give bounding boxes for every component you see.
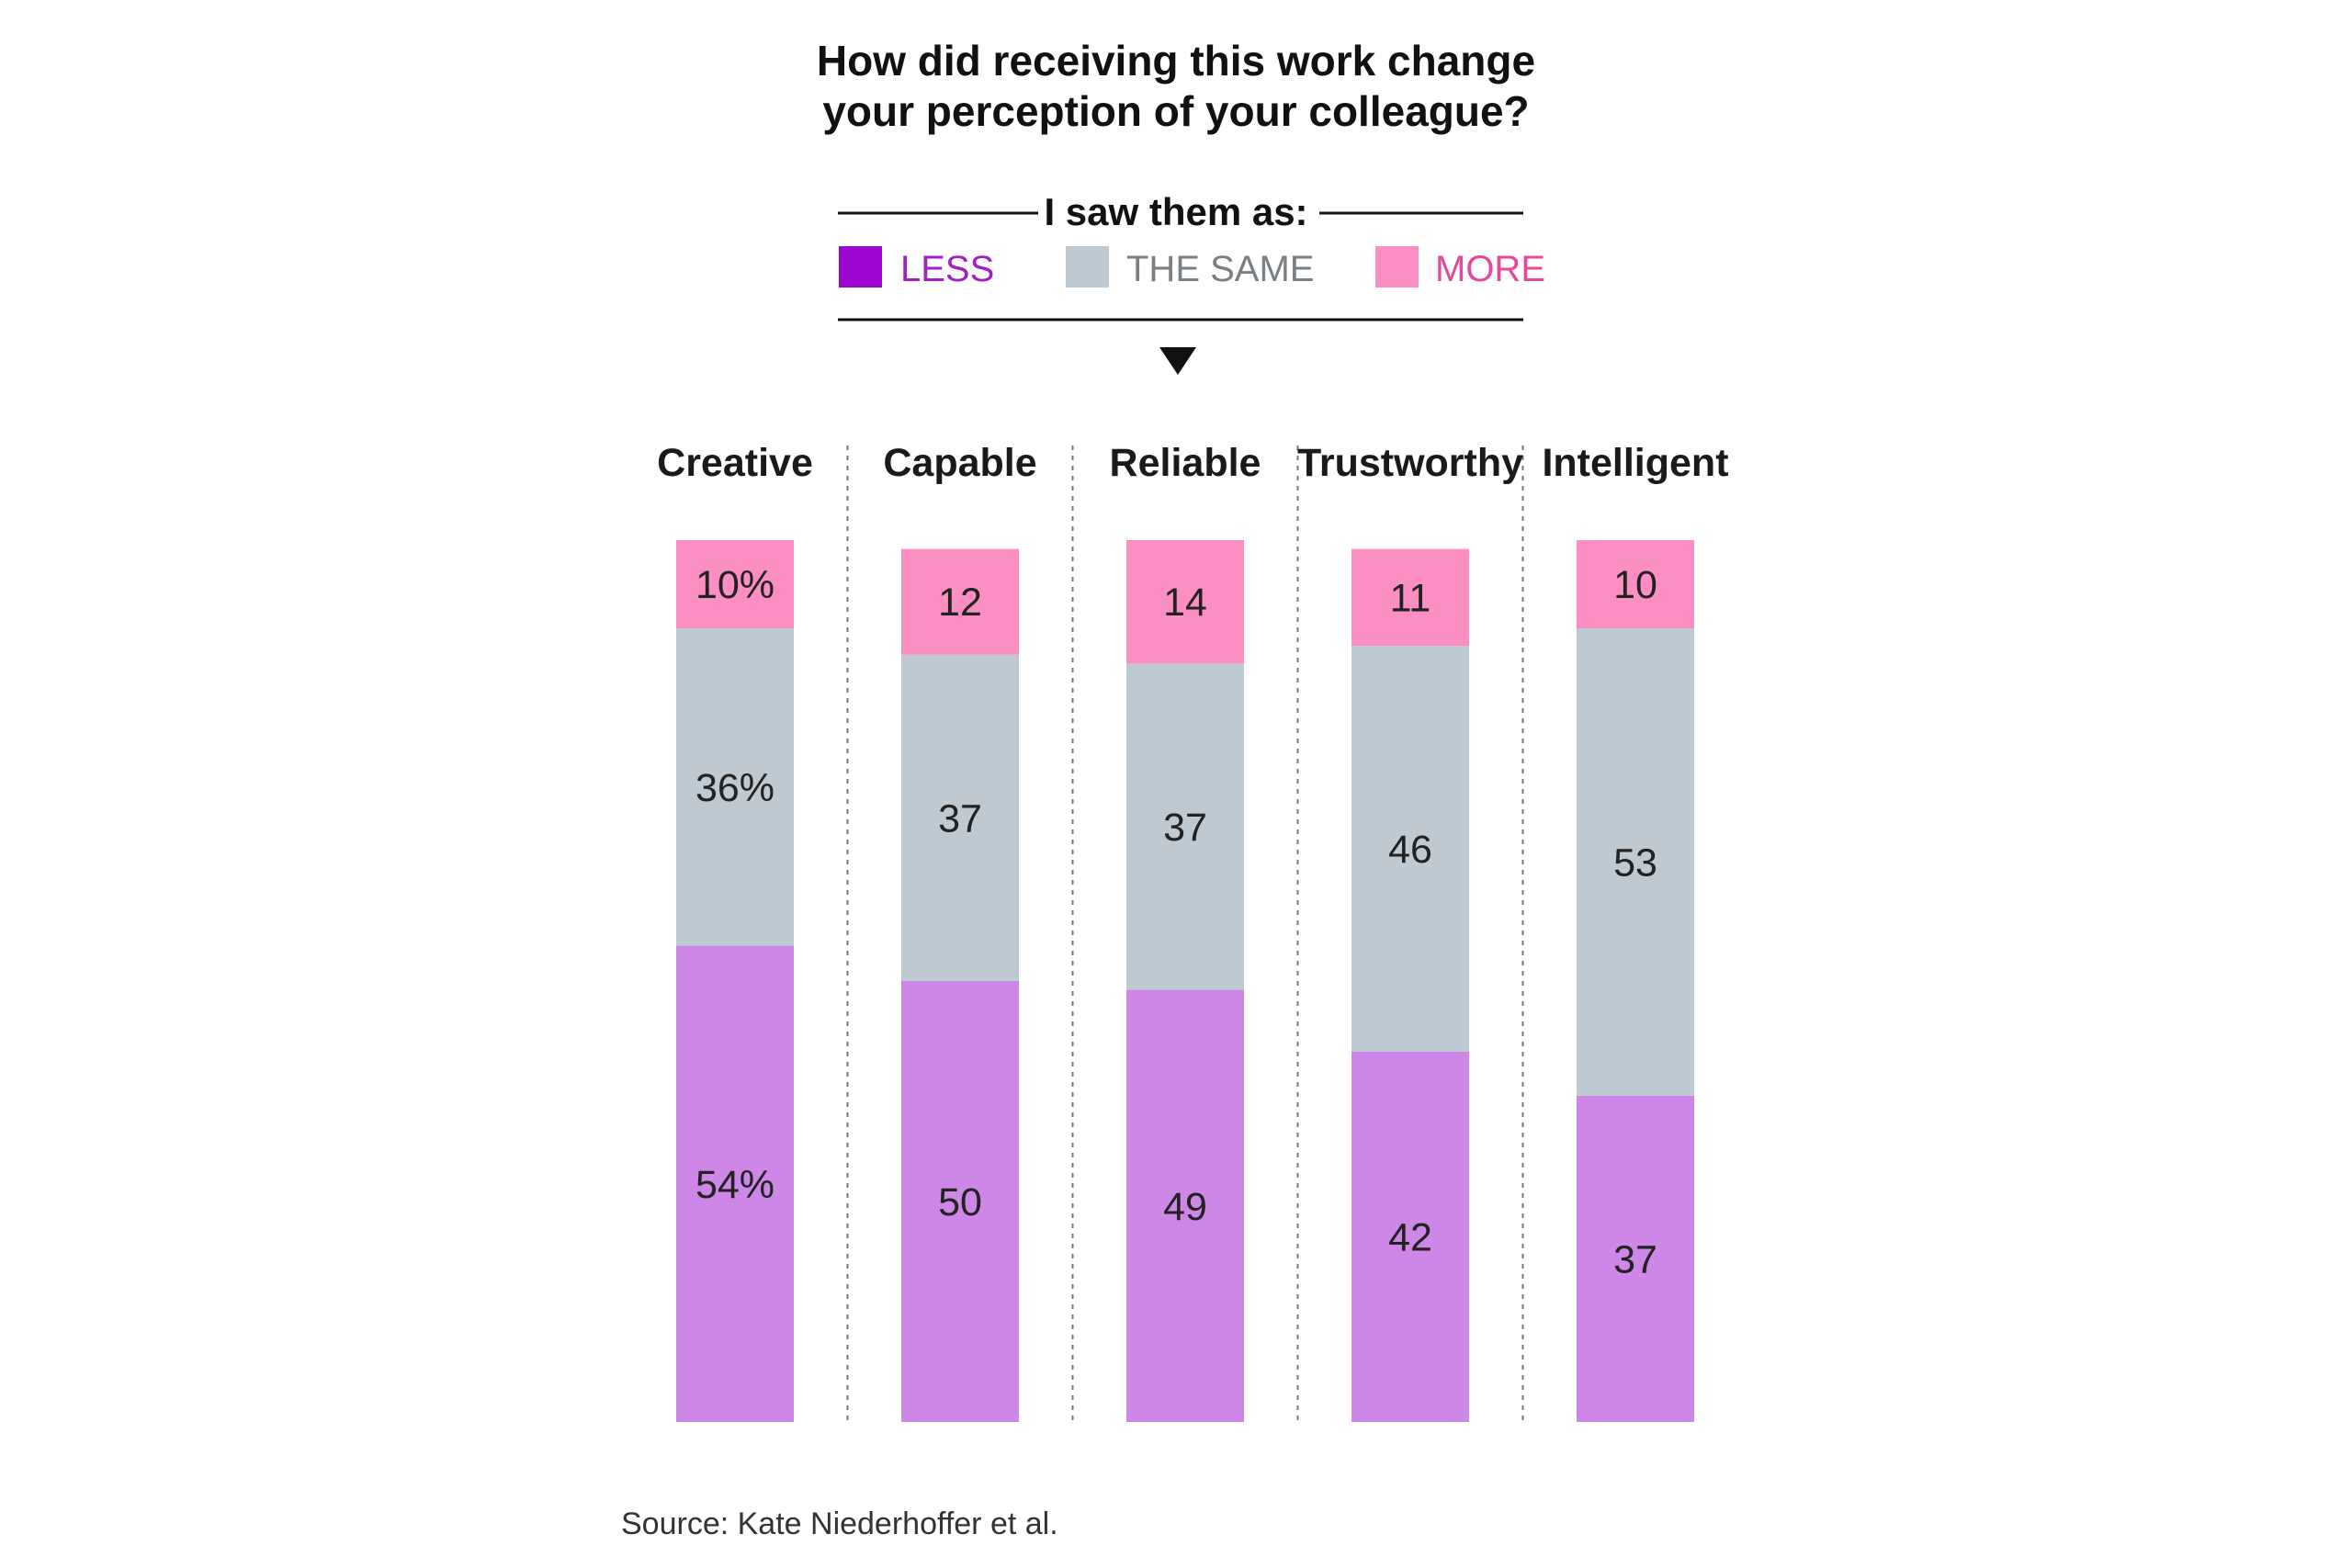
down-arrow-icon bbox=[1159, 347, 1196, 375]
legend-swatch-the-same bbox=[1066, 246, 1109, 288]
data-label-capable-the-same: 37 bbox=[938, 796, 982, 840]
data-label-trustworthy-more: 11 bbox=[1390, 576, 1431, 620]
data-label-intelligent-more: 10 bbox=[1613, 563, 1657, 607]
category-label-trustworthy: Trustworthy bbox=[1297, 441, 1523, 485]
data-label-reliable-the-same: 37 bbox=[1163, 806, 1207, 850]
bar-segment-intelligent-more bbox=[1577, 540, 1694, 628]
bar-segment-capable-the-same bbox=[901, 654, 1019, 981]
chart-title: How did receiving this work change your … bbox=[817, 37, 1535, 135]
bar-segment-reliable-less bbox=[1126, 989, 1244, 1422]
category-labels: Creative Capable Reliable Trustworthy Intell… bbox=[657, 441, 1728, 485]
column-dividers bbox=[846, 446, 1524, 1422]
bar-segment-intelligent-the-same bbox=[1577, 628, 1694, 1096]
data-label-capable-less: 50 bbox=[938, 1180, 982, 1224]
legend-title: I saw them as: bbox=[1044, 190, 1307, 233]
bar-segment-creative-more bbox=[676, 540, 794, 628]
category-label-intelligent: Intelligent bbox=[1542, 441, 1728, 485]
data-label-trustworthy-less: 42 bbox=[1388, 1215, 1432, 1259]
data-label-reliable-less: 49 bbox=[1163, 1185, 1207, 1229]
bar-value-labels: 54% 36% 10% 50 37 12 49 37 14 42 46 11 37 53 10 bbox=[695, 563, 1657, 1281]
legend-label-the-same: THE SAME bbox=[1126, 249, 1314, 289]
category-label-reliable: Reliable bbox=[1110, 441, 1261, 485]
data-label-creative-the-same: 36% bbox=[695, 766, 775, 810]
bar-segment-capable-more bbox=[901, 548, 1019, 655]
data-label-intelligent-the-same: 53 bbox=[1613, 840, 1657, 885]
bar-segment-trustworthy-less bbox=[1351, 1051, 1469, 1422]
bar-segment-trustworthy-the-same bbox=[1351, 646, 1469, 1052]
data-label-reliable-more: 14 bbox=[1163, 581, 1207, 625]
bar-segment-reliable-more bbox=[1126, 540, 1244, 664]
data-label-capable-more: 12 bbox=[938, 581, 982, 625]
data-label-creative-less: 54% bbox=[695, 1163, 775, 1207]
data-label-trustworthy-the-same: 46 bbox=[1388, 828, 1432, 872]
legend-label-less: LESS bbox=[900, 249, 994, 289]
bar-segment-reliable-the-same bbox=[1126, 663, 1244, 990]
chart-title-line-1: How did receiving this work change bbox=[817, 37, 1535, 85]
data-label-intelligent-less: 37 bbox=[1613, 1237, 1657, 1281]
legend-swatch-more bbox=[1375, 246, 1419, 288]
bar-segment-creative-the-same bbox=[676, 628, 794, 946]
bar-segment-creative-less bbox=[676, 945, 794, 1422]
bar-segment-capable-less bbox=[901, 981, 1019, 1422]
bar-segment-intelligent-less bbox=[1577, 1095, 1694, 1422]
legend-label-more: MORE bbox=[1435, 249, 1545, 289]
bars bbox=[676, 540, 1694, 1422]
chart-title-line-2: your perception of your colleague? bbox=[822, 87, 1529, 135]
bar-segment-trustworthy-more bbox=[1351, 548, 1469, 647]
category-label-creative: Creative bbox=[657, 441, 813, 485]
legend-swatch-less bbox=[839, 246, 882, 288]
legend: I saw them as: LESS THE SAME MORE bbox=[838, 190, 1545, 375]
data-label-creative-more: 10% bbox=[695, 563, 775, 607]
source-note: Source: Kate Niederhoffer et al. bbox=[621, 1506, 1058, 1541]
category-label-capable: Capable bbox=[883, 441, 1036, 485]
